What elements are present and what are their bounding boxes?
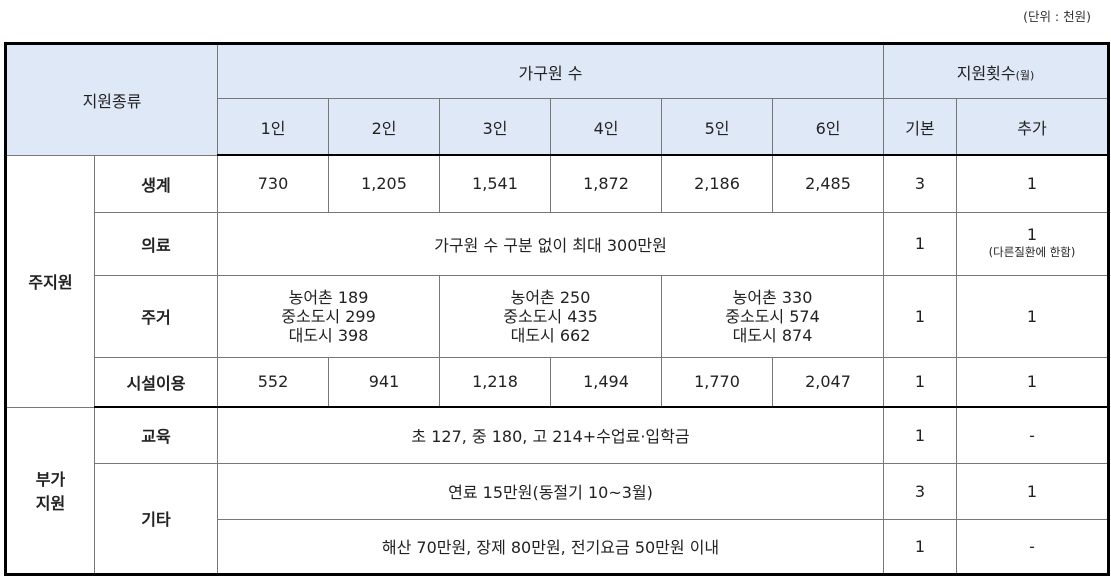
unit-note: (단위 : 천원) (1023, 9, 1091, 24)
cell-desc: 해산 70만원, 장제 80만원, 전기요금 50만원 이내 (217, 518, 885, 575)
row-label-medical: 의료 (93, 211, 219, 276)
table-row: 의료 가구원 수 구분 없이 최대 300만원 1 1 (다른질환에 한함) (6, 211, 1110, 276)
cell-basic: 3 (883, 462, 958, 520)
cell-housing-group-1: 농어촌 189 중소도시 299 대도시 398 (217, 274, 441, 358)
cell-value: 2,186 (661, 154, 774, 213)
group-additional-line1: 부가 (35, 470, 66, 489)
table-row: 시설이용 552 941 1,218 1,494 1,770 2,047 1 1 (6, 356, 1110, 408)
row-label-living: 생계 (93, 154, 219, 213)
cell-housing-group-2: 농어촌 250 중소도시 435 대도시 662 (439, 274, 663, 358)
cell-value: 2,485 (772, 154, 885, 213)
cell-extra: 1 (956, 274, 1110, 358)
table-row: 부가 지원 교육 초 127, 중 180, 고 214+수업료·입학금 1 - (5, 406, 1110, 575)
cell-value: 2,047 (772, 356, 885, 408)
row-label-other: 기타 (93, 462, 219, 575)
housing-line: 대도시 398 (288, 325, 369, 345)
group-main-support: 주지원 (5, 154, 95, 408)
cell-desc: 초 127, 중 180, 고 214+수업료·입학금 (217, 406, 885, 464)
table-row: 주거 농어촌 189 중소도시 299 대도시 398 농어촌 250 중소도시… (6, 274, 1110, 358)
housing-line: 농어촌 250 (510, 287, 591, 307)
cell-value: 1,205 (328, 154, 441, 213)
cell-extra: - (956, 518, 1110, 575)
header-col-5: 5인 (661, 98, 774, 156)
cell-value: 552 (217, 356, 330, 408)
housing-line: 대도시 662 (510, 325, 591, 345)
cell-housing-group-3: 농어촌 330 중소도시 574 대도시 874 (661, 274, 885, 358)
table-row: 주지원 생계 730 1,205 1,541 1,872 2,186 2,485… (5, 154, 1110, 408)
group-additional-support: 부가 지원 (5, 406, 95, 575)
cell-value: 1,494 (550, 356, 663, 408)
cell-basic: 3 (883, 154, 958, 213)
header-col-6: 6인 (772, 98, 885, 156)
header-support-type: 지원종류 (4, 43, 219, 156)
row-label-education: 교육 (93, 406, 219, 464)
housing-line: 중소도시 299 (281, 306, 376, 326)
header-support-count-unit: (월) (1015, 68, 1035, 82)
cell-basic: 1 (883, 406, 958, 464)
cell-desc: 연료 15만원(동절기 10~3월) (217, 462, 885, 520)
header-col-2: 2인 (328, 98, 441, 156)
housing-line: 농어촌 330 (732, 287, 813, 307)
cell-value: 1,872 (550, 154, 663, 213)
housing-line: 중소도시 435 (503, 306, 598, 326)
cell-extra: 1 (다른질환에 한함) (956, 211, 1110, 276)
header-support-count: 지원횟수(월) (883, 43, 1110, 99)
cell-value: 941 (328, 356, 441, 408)
cell-value: 1,218 (439, 356, 552, 408)
header-col-3: 3인 (439, 98, 552, 156)
header-household-count: 가구원 수 (217, 43, 885, 99)
cell-extra: 1 (956, 356, 1110, 408)
header-support-count-label: 지원횟수 (956, 63, 1016, 83)
cell-basic: 1 (883, 211, 958, 276)
housing-line: 중소도시 574 (725, 306, 820, 326)
cell-value: 1,541 (439, 154, 552, 213)
group-additional-line2: 지원 (35, 494, 66, 513)
cell-basic: 1 (883, 356, 958, 408)
cell-desc: 가구원 수 구분 없이 최대 300만원 (217, 211, 885, 276)
cell-extra: 1 (956, 462, 1110, 520)
header-extra: 추가 (956, 98, 1110, 156)
housing-line: 대도시 874 (732, 325, 813, 345)
cell-extra: - (956, 406, 1110, 464)
row-label-facility: 시설이용 (93, 356, 219, 408)
support-table: 지원종류 가구원 수 지원횟수(월) 1인 2인 3인 4인 5인 6인 기본 … (4, 42, 1111, 576)
table-row: 기타 연료 15만원(동절기 10~3월) 3 1 (6, 462, 1110, 575)
housing-line: 농어촌 189 (288, 287, 369, 307)
header-basic: 기본 (883, 98, 958, 156)
cell-basic: 1 (883, 274, 958, 358)
cell-extra: 1 (956, 154, 1110, 213)
row-label-housing: 주거 (93, 274, 219, 358)
cell-value: 730 (217, 154, 330, 213)
cell-extra-value: 1 (1026, 225, 1038, 244)
header-col-1: 1인 (217, 98, 330, 156)
cell-value: 1,770 (661, 356, 774, 408)
cell-basic: 1 (883, 518, 958, 575)
table-row: 해산 70만원, 장제 80만원, 전기요금 50만원 이내 1 - (6, 518, 1110, 575)
cell-extra-note: (다른질환에 한함) (988, 245, 1076, 259)
header-col-4: 4인 (550, 98, 663, 156)
